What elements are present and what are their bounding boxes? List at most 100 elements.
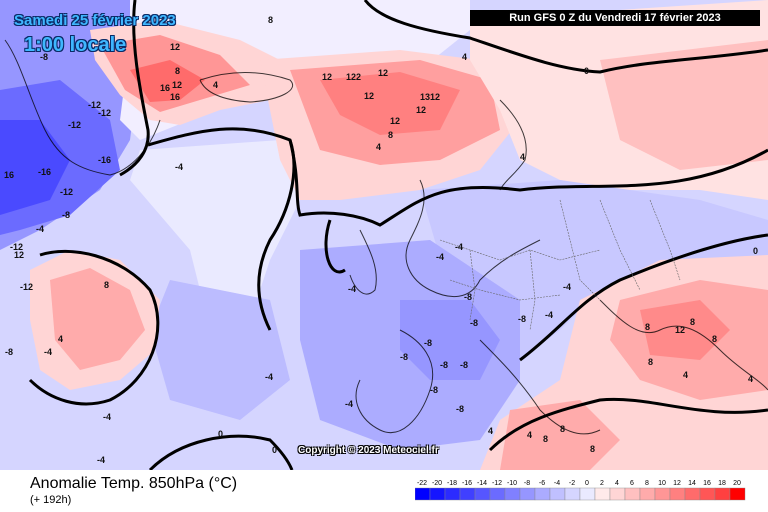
contour-label: -12 bbox=[60, 187, 73, 197]
scale-tick-label: -2 bbox=[569, 480, 575, 487]
scale-tick-label: 14 bbox=[688, 480, 696, 487]
scale-tick-label: -10 bbox=[507, 480, 517, 487]
scale-tick-label: -22 bbox=[417, 480, 427, 487]
contour-label: -4 bbox=[545, 310, 553, 320]
scale-tick-label: 12 bbox=[673, 480, 681, 487]
contour-label: 8 bbox=[543, 434, 548, 444]
contour-label: 4 bbox=[488, 426, 493, 436]
contour-label: 4 bbox=[376, 142, 381, 152]
contour-label: 16 bbox=[4, 170, 14, 180]
contour-label: 12 bbox=[378, 68, 388, 78]
parameter-title: Anomalie Temp. 850hPa (°C) bbox=[30, 475, 238, 492]
coastline-italy bbox=[479, 339, 601, 435]
contour-label: 12 bbox=[675, 325, 685, 335]
scale-tick-label: 20 bbox=[733, 480, 741, 487]
scale-color-box bbox=[729, 487, 746, 501]
contour-label: 4 bbox=[462, 52, 467, 62]
contour-label: 8 bbox=[104, 280, 109, 290]
contour-label: 4 bbox=[213, 80, 218, 90]
contour-label: 12 bbox=[172, 80, 182, 90]
scale-tick-label: 18 bbox=[718, 480, 726, 487]
contour-label: -8 bbox=[456, 404, 464, 414]
contour-label: -16 bbox=[98, 155, 111, 165]
scale-color-box bbox=[519, 487, 536, 501]
border-1 bbox=[439, 239, 601, 261]
scale-tick-label: -12 bbox=[492, 480, 502, 487]
warm-region-west-atlantic-core bbox=[50, 268, 145, 370]
scale-color-box bbox=[444, 487, 461, 501]
zero-contour-africa bbox=[488, 397, 768, 452]
contour-label: -4 bbox=[175, 162, 183, 172]
scale-tick-label: 6 bbox=[630, 480, 634, 487]
border-3 bbox=[469, 249, 476, 321]
zero-contour-west-atlantic-warm bbox=[28, 249, 160, 406]
scale-color-box bbox=[504, 487, 521, 501]
zero-contour-uk bbox=[324, 219, 346, 274]
contour-label: -8 bbox=[464, 292, 472, 302]
contour-label: 12 bbox=[416, 105, 426, 115]
border-2 bbox=[449, 279, 561, 301]
scale-tick-label: 2 bbox=[600, 480, 604, 487]
contour-label: 4 bbox=[527, 430, 532, 440]
scale-tick-label: -20 bbox=[432, 480, 442, 487]
scale-color-box bbox=[609, 487, 626, 501]
scale-tick-label: -4 bbox=[554, 480, 560, 487]
contour-label: -8 bbox=[400, 352, 408, 362]
color-scale-boxes bbox=[415, 487, 746, 501]
scale-color-box bbox=[534, 487, 551, 501]
scale-color-box bbox=[459, 487, 476, 501]
contour-label: 4 bbox=[520, 152, 525, 162]
contour-label: -12 bbox=[88, 100, 101, 110]
scale-color-box bbox=[489, 487, 506, 501]
scale-color-box bbox=[669, 487, 686, 501]
contour-label: 0 bbox=[218, 429, 223, 439]
zero-contour-south bbox=[148, 434, 294, 470]
contour-label: 0 bbox=[584, 66, 589, 76]
scale-tick-label: 8 bbox=[645, 480, 649, 487]
coastline-black-sea bbox=[599, 299, 768, 391]
zero-contour-atlantic bbox=[147, 127, 296, 331]
scale-tick-label: 4 bbox=[615, 480, 619, 487]
scale-tick-label: -6 bbox=[539, 480, 545, 487]
scale-tick-label: -8 bbox=[524, 480, 530, 487]
scale-tick-label: 0 bbox=[585, 480, 589, 487]
contour-label: -4 bbox=[36, 224, 44, 234]
contour-label: -8 bbox=[62, 210, 70, 220]
zero-contours bbox=[28, 0, 768, 470]
contour-label: -12 bbox=[10, 242, 23, 252]
border-4 bbox=[529, 249, 536, 331]
contour-label: -4 bbox=[345, 399, 353, 409]
contour-label: -8 bbox=[5, 347, 13, 357]
contour-label: -8 bbox=[440, 360, 448, 370]
warm-region-iceland-peak bbox=[130, 60, 205, 102]
color-scale-legend: -22 -20 -18 -16 -14 -12 -10 -8 -6 -4 -2 0 2 4 6 8 10 12 14… bbox=[415, 480, 746, 501]
zero-contour-balkans bbox=[519, 233, 768, 362]
warm-region-scandinavia-core bbox=[320, 72, 460, 135]
scale-color-box bbox=[699, 487, 716, 501]
contour-label: 8 bbox=[690, 317, 695, 327]
zero-contour-greenland bbox=[119, 0, 150, 177]
coastline-svalbard bbox=[199, 72, 293, 103]
scale-color-box bbox=[549, 487, 566, 501]
contour-label: 8 bbox=[648, 357, 653, 367]
contour-label: -4 bbox=[97, 455, 105, 465]
scale-tick-label: -14 bbox=[477, 480, 487, 487]
cold-region-france-core bbox=[400, 300, 500, 380]
scale-color-box bbox=[564, 487, 581, 501]
forecast-local-time: 1:00 locale bbox=[24, 34, 127, 56]
contour-label: -8 bbox=[460, 360, 468, 370]
coastline-iberia bbox=[355, 329, 434, 434]
scale-tick-label: -16 bbox=[462, 480, 472, 487]
zero-contour-arctic bbox=[363, 0, 768, 74]
scale-color-box bbox=[474, 487, 491, 501]
warm-region-russia-inner bbox=[600, 40, 768, 170]
copyright-notice: Copyright © 2023 Meteociel.fr bbox=[298, 445, 439, 456]
contour-label: 8 bbox=[590, 444, 595, 454]
contour-label: -4 bbox=[455, 242, 463, 252]
warm-region-north-africa bbox=[500, 400, 620, 470]
border-5 bbox=[559, 199, 601, 301]
contour-label: 8 bbox=[560, 424, 565, 434]
contour-label: 4 bbox=[748, 374, 753, 384]
contour-label: 12 bbox=[390, 116, 400, 126]
